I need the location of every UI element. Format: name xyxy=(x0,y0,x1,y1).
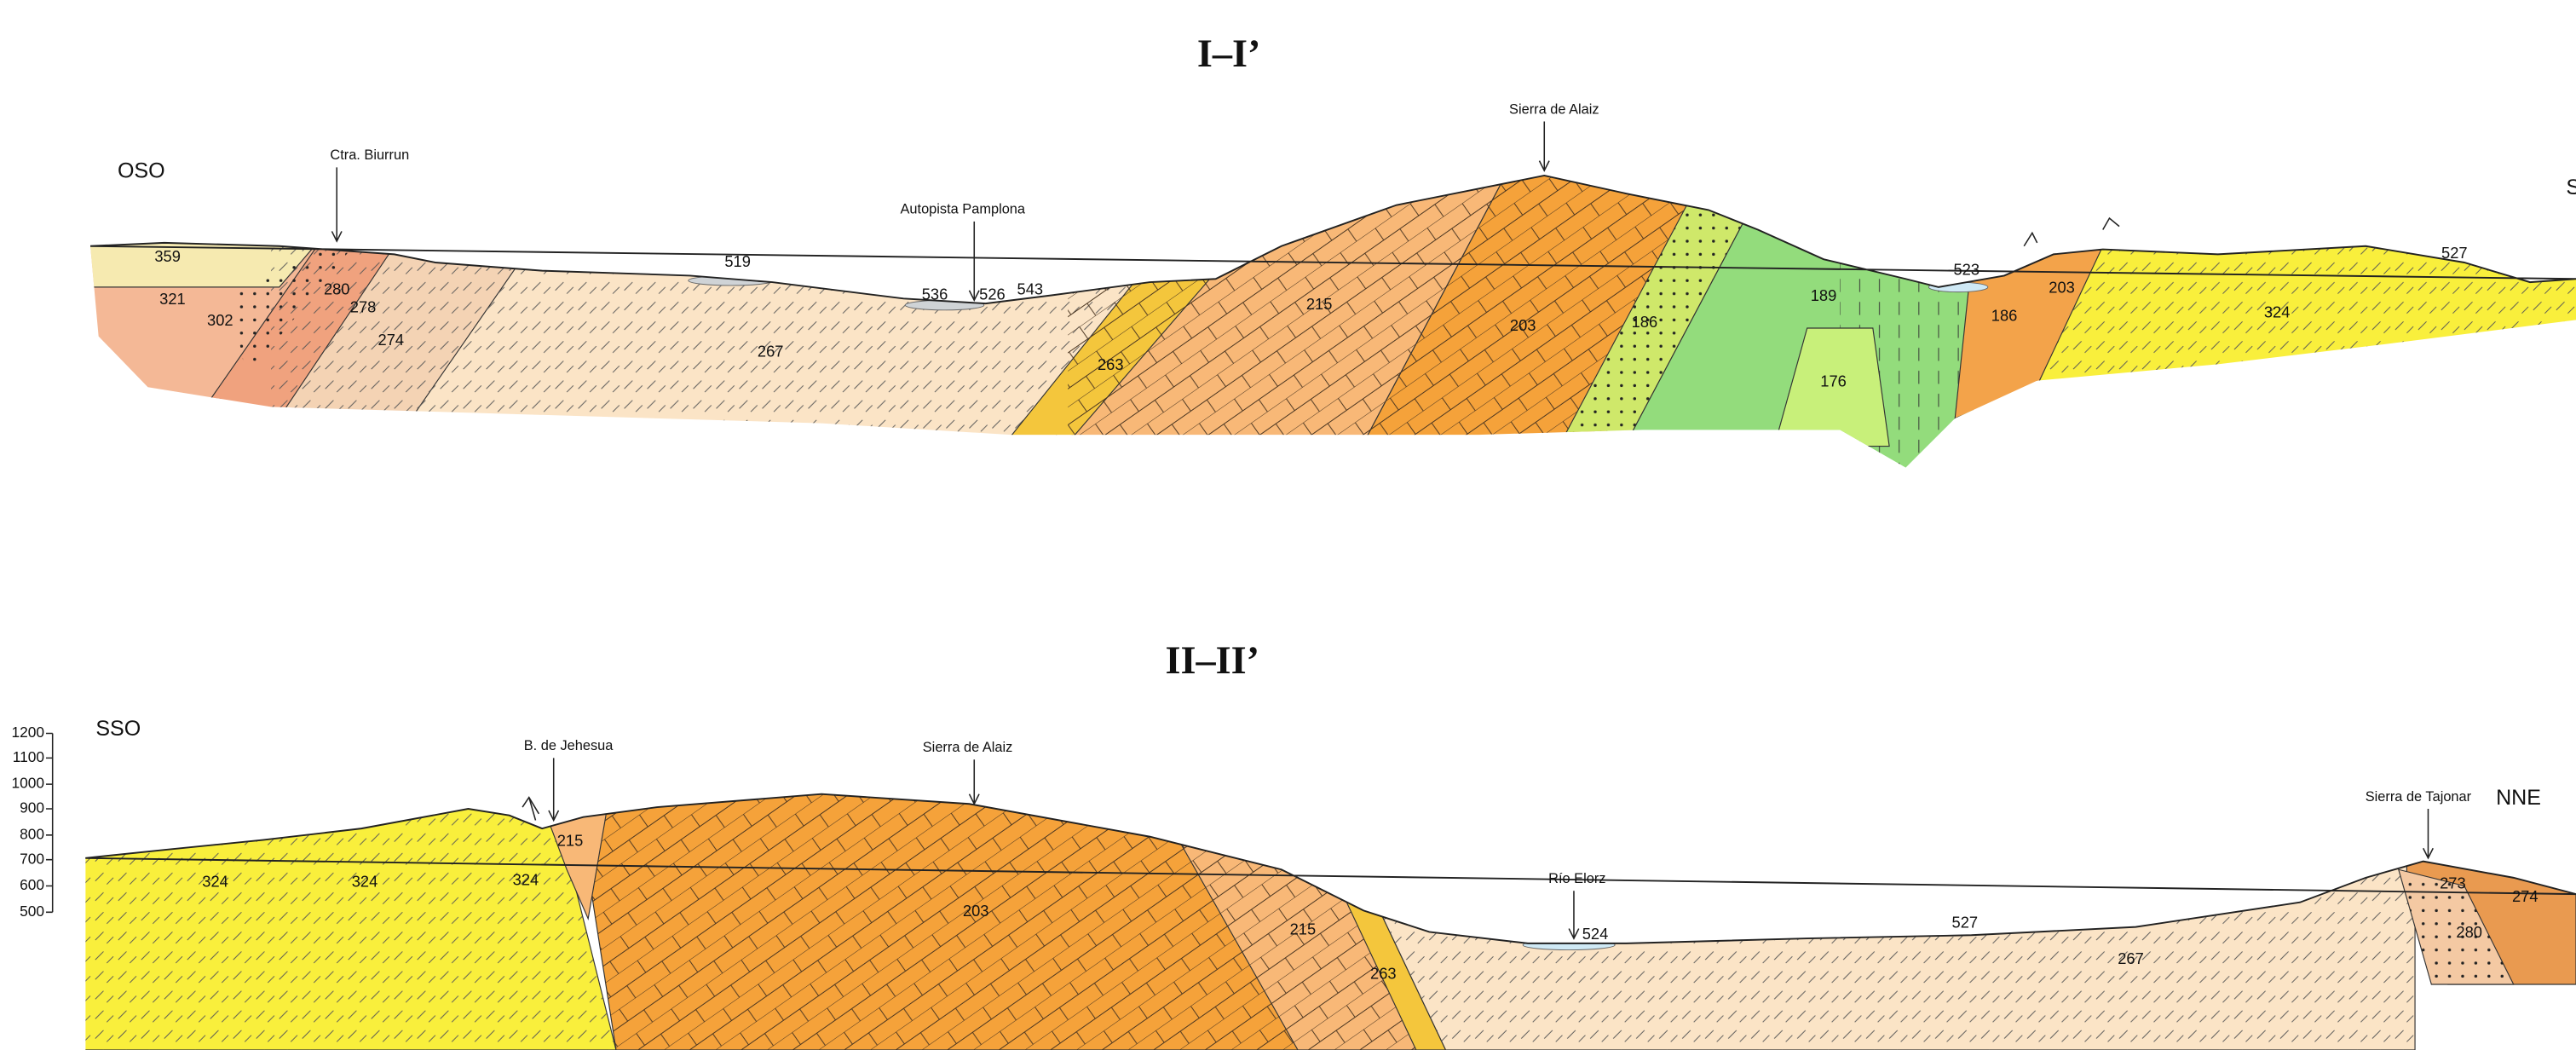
place-label: B. de Jehesua xyxy=(524,738,614,753)
unit-label: 203 xyxy=(2049,279,2075,297)
unit-label: 526 xyxy=(979,285,1006,303)
unit-label: 524 xyxy=(1582,925,1609,943)
thrust-mark xyxy=(522,796,540,821)
unit-label: 203 xyxy=(963,902,989,920)
unit-label: 302 xyxy=(207,311,233,329)
scale-label: 900 xyxy=(20,799,44,816)
unit-label: 189 xyxy=(1811,286,1837,304)
unit-label: 176 xyxy=(1820,372,1847,389)
direction-label: S xyxy=(2566,176,2576,199)
unit-label: 215 xyxy=(1306,295,1333,313)
unit-label: 263 xyxy=(1370,964,1397,982)
scale-label: 700 xyxy=(20,850,44,867)
scale-axis xyxy=(45,732,54,914)
unit-label: 519 xyxy=(724,252,751,270)
unit-label: 274 xyxy=(378,331,405,349)
thrust-marks xyxy=(2023,216,2120,247)
unit-label: 215 xyxy=(557,831,584,849)
pointer xyxy=(548,758,560,822)
section-1-geology xyxy=(90,175,2576,468)
scale-label: 1200 xyxy=(11,724,44,741)
unit-label: 273 xyxy=(2440,874,2466,891)
scale-label: 500 xyxy=(20,903,44,920)
pointer xyxy=(968,221,980,302)
unit-label: 527 xyxy=(2441,244,2468,262)
section-1-profile xyxy=(89,174,2576,305)
pointer xyxy=(1538,121,1550,172)
unit-label: 263 xyxy=(1098,355,1124,373)
unit-label: 321 xyxy=(159,290,186,308)
place-label: Sierra de Alaiz xyxy=(923,740,1013,755)
scale-label: 1100 xyxy=(13,748,44,765)
unit-label: 186 xyxy=(1991,306,2018,324)
place-label: Río Elorz xyxy=(1548,871,1605,886)
section-title: I–I’ xyxy=(1197,32,1261,75)
place-label: Sierra de Alaiz xyxy=(1509,101,1599,117)
scale-label: 1000 xyxy=(11,775,44,792)
unit-label: 527 xyxy=(1952,914,1979,932)
pointer xyxy=(331,167,343,243)
unit-label: 203 xyxy=(1510,316,1536,334)
section-2-geology xyxy=(85,793,2576,1050)
pointer xyxy=(1568,891,1580,940)
unit-label: 324 xyxy=(352,872,378,890)
section-2-profile xyxy=(85,793,2576,944)
unit-label: 523 xyxy=(1953,260,1980,278)
unit-label: 543 xyxy=(1017,280,1044,298)
unit-label: 324 xyxy=(2264,303,2291,321)
unit-label: 215 xyxy=(1290,920,1317,938)
unit-label: 280 xyxy=(2456,923,2482,941)
unit-label: 324 xyxy=(202,872,228,890)
pointer xyxy=(968,759,980,805)
unit-label: 324 xyxy=(513,871,539,889)
direction-label: NNE xyxy=(2496,786,2541,810)
place-label: Sierra de Tajonar xyxy=(2366,789,2472,805)
direction-label: SSO xyxy=(95,717,141,741)
scale-label: 800 xyxy=(20,825,44,842)
unit-label: 280 xyxy=(324,280,350,298)
unit-label: 536 xyxy=(922,285,948,303)
unit-label: 267 xyxy=(758,343,784,361)
pointer xyxy=(2423,809,2434,860)
section-title: II–II’ xyxy=(1166,638,1260,682)
unit-label: 186 xyxy=(1632,313,1658,331)
direction-label: OSO xyxy=(118,159,165,183)
place-label: Ctra. Biurrun xyxy=(330,147,409,163)
unit-label: 359 xyxy=(154,247,181,265)
scale-label: 600 xyxy=(20,876,44,893)
unit-label: 267 xyxy=(2118,949,2144,967)
unit-label: 278 xyxy=(350,298,377,316)
unit-label: 274 xyxy=(2512,887,2539,905)
place-label: Autopista Pamplona xyxy=(901,202,1026,217)
